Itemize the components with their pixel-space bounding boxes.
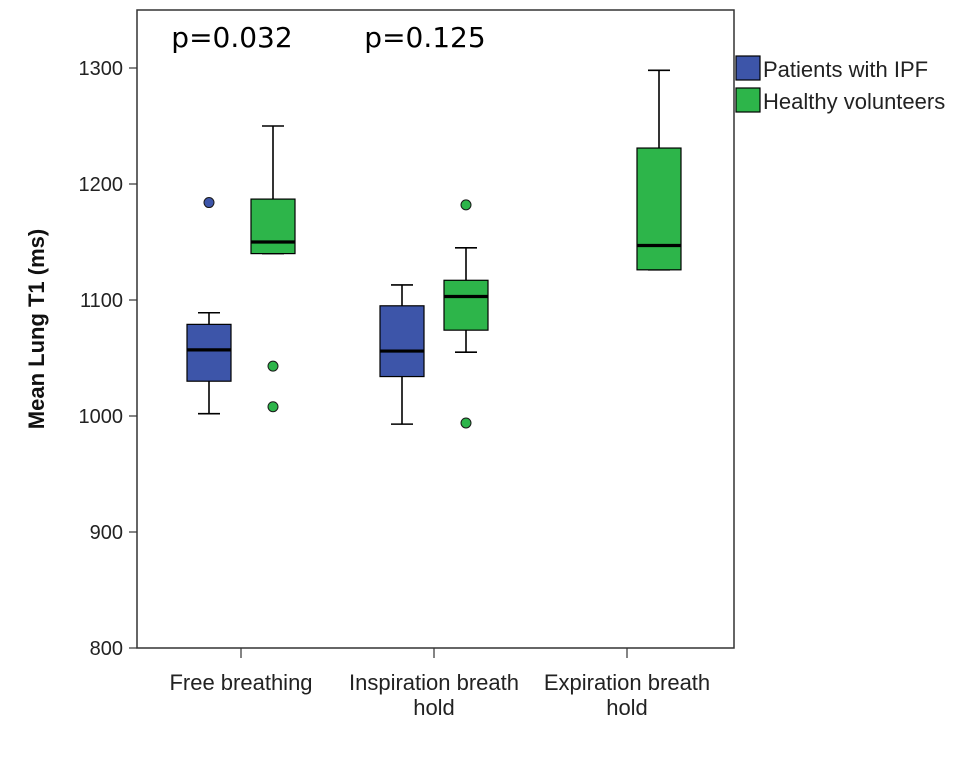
y-tick-label: 900 bbox=[90, 522, 123, 544]
iqr-box bbox=[186, 323, 232, 382]
outlier-point bbox=[203, 197, 215, 209]
iqr-box bbox=[379, 305, 425, 378]
outlier-point bbox=[267, 360, 279, 372]
legend-label: Healthy volunteers bbox=[763, 89, 945, 114]
outlier-point bbox=[460, 199, 472, 211]
legend: Patients with IPF Healthy volunteers bbox=[735, 55, 945, 114]
box-group bbox=[636, 69, 682, 271]
box-group bbox=[250, 125, 296, 413]
outlier-point bbox=[460, 417, 472, 429]
box-group bbox=[186, 197, 232, 415]
p-value-label: p=0.032 bbox=[171, 21, 292, 54]
y-tick-label: 1000 bbox=[79, 406, 124, 428]
iqr-box bbox=[443, 279, 489, 331]
x-tick-label: Expiration breath bbox=[544, 670, 710, 695]
y-axis-label: Mean Lung T1 (ms) bbox=[24, 229, 49, 429]
x-tick-label: Inspiration breath bbox=[349, 670, 519, 695]
outlier-point bbox=[267, 401, 279, 413]
legend-swatch bbox=[735, 87, 761, 113]
y-tick-label: 800 bbox=[90, 638, 123, 660]
y-tick-label: 1100 bbox=[80, 290, 123, 312]
x-tick-label: Free breathing bbox=[169, 670, 312, 695]
plot-area bbox=[136, 9, 735, 649]
x-tick-label: hold bbox=[413, 695, 455, 720]
p-value-label: p=0.125 bbox=[364, 21, 485, 54]
legend-swatch bbox=[735, 55, 761, 81]
x-axis: Free breathing Inspiration breathholdExpi… bbox=[169, 648, 710, 720]
box-group bbox=[443, 199, 489, 429]
y-tick-label: 1200 bbox=[79, 174, 124, 196]
y-axis: 800 900 1000 1100 1200 1300 bbox=[79, 58, 137, 660]
box-group bbox=[379, 284, 425, 425]
iqr-box bbox=[250, 198, 296, 255]
x-tick-label: hold bbox=[606, 695, 648, 720]
iqr-box bbox=[636, 147, 682, 271]
y-tick-label: 1300 bbox=[79, 58, 124, 80]
p-value-annotations: p=0.032 p=0.125 bbox=[171, 21, 485, 54]
box-series bbox=[186, 69, 682, 429]
legend-label: Patients with IPF bbox=[763, 57, 928, 82]
